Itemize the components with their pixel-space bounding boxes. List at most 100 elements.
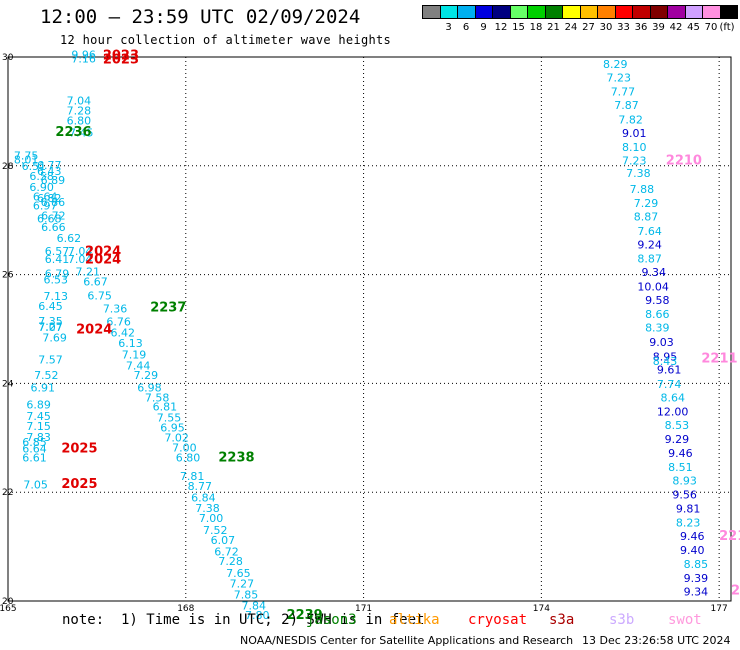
wave-height-label: 6.75 xyxy=(87,290,112,303)
wave-height-label: 6.77 xyxy=(37,159,62,172)
wave-height-label: 7.57 xyxy=(38,353,63,366)
legend-swatch xyxy=(457,5,476,19)
legend-swatch xyxy=(562,5,581,19)
y-tick-label: 24 xyxy=(2,379,14,389)
wave-height-label: 6.64 xyxy=(33,191,58,204)
wave-height-label: 7.28 xyxy=(67,105,92,118)
legend-label: 33 xyxy=(617,22,630,33)
mission-label-cryosat: cryosat xyxy=(468,612,528,628)
legend-swatch xyxy=(509,5,528,19)
y-tick-label: 20 xyxy=(2,597,14,607)
wave-height-label: 7.07 xyxy=(38,321,63,334)
wave-height-label: 9.34 xyxy=(642,266,667,279)
wave-height-label: 6.91 xyxy=(31,382,56,395)
wave-height-label: 8.85 xyxy=(684,558,709,571)
wave-height-label: 7.21 xyxy=(76,266,101,279)
wave-height-label: 8.66 xyxy=(645,308,670,321)
wave-height-label: 6.61 xyxy=(22,452,47,465)
chart-title: 12:00 – 23:59 UTC 02/09/2024 xyxy=(40,6,361,28)
legend-swatch xyxy=(667,5,686,19)
wave-height-label: 7.38 xyxy=(195,502,220,515)
wave-height-label: 9.39 xyxy=(684,572,709,585)
wave-height-label: 6.41 xyxy=(45,253,70,266)
legend-swatch xyxy=(422,5,441,19)
wave-height-label: 8.43 xyxy=(653,355,678,368)
wave-height-label: 6.79 xyxy=(45,267,70,280)
pass-number-label: 2023 xyxy=(103,53,139,68)
wave-height-label: 7.84 xyxy=(241,600,266,613)
legend-label: 21 xyxy=(547,22,560,33)
wave-height-label: 6.62 xyxy=(57,232,81,245)
axis-ticks: 165 168 171 174 177 20 22 24 26 28 30 xyxy=(0,53,728,614)
wave-height-label: 8.77 xyxy=(188,480,213,493)
wave-height-label: 9.03 xyxy=(649,336,674,349)
wave-height-label: 6.89 xyxy=(41,174,66,187)
wave-height-label: 8.39 xyxy=(645,322,670,335)
wave-height-label: 8.23 xyxy=(676,516,701,529)
legend-label: 18 xyxy=(529,22,543,33)
wave-height-label: 7.16 xyxy=(71,52,96,65)
wave-height-label: 6.80 xyxy=(67,114,92,127)
legend-label: 9 xyxy=(480,22,487,33)
pass-number-label: 2023 xyxy=(103,49,139,64)
wave-height-label: 7.85 xyxy=(234,588,259,601)
wave-height-label: 6.85 xyxy=(22,436,47,449)
wave-height-label: 8.64 xyxy=(660,391,685,404)
wave-height-label: 7.80 xyxy=(245,609,270,622)
wave-height-label: 8.10 xyxy=(622,141,647,154)
pass-number-label: 2238 xyxy=(218,451,254,466)
wave-height-label: 7.77 xyxy=(611,86,636,99)
plot-border xyxy=(7,56,732,602)
wave-height-label: 9.46 xyxy=(680,530,705,543)
wave-height-label: 9.24 xyxy=(637,238,662,251)
y-tick-label: 26 xyxy=(2,271,14,281)
wave-height-label: 6.80 xyxy=(176,452,201,465)
pass-number-label: 2025 xyxy=(61,477,97,492)
wave-height-label: 6.66 xyxy=(41,221,66,234)
wave-height-label: 7.45 xyxy=(69,126,94,139)
wave-height-label: 7.52 xyxy=(34,369,59,382)
wave-height-label: 9.81 xyxy=(676,502,701,515)
wave-height-label: 7.19 xyxy=(122,348,146,361)
wave-height-label: 8.87 xyxy=(637,253,662,266)
wave-height-label: 9.96 xyxy=(71,49,96,62)
wave-height-label: 6.51 xyxy=(22,160,46,173)
wave-height-label: 8.51 xyxy=(668,461,693,474)
legend-label: 3 xyxy=(445,22,452,33)
legend-label: 30 xyxy=(599,22,613,33)
wave-height-label: 9.61 xyxy=(657,364,682,377)
wave-height-label: 6.89 xyxy=(26,398,51,411)
footer-note: note: 1) Time is in UTC; 2) SWH is in fe… xyxy=(62,612,425,628)
wave-height-label: 6.72 xyxy=(41,210,66,223)
wave-height-label: 7.69 xyxy=(42,332,67,345)
legend-label: 36 xyxy=(634,22,648,33)
wave-height-label: 7.23 xyxy=(622,155,647,168)
mission-label-altika: altika xyxy=(389,612,440,628)
wave-height-label: 7.04 xyxy=(68,253,93,266)
wave-height-label: 6.58 xyxy=(29,170,54,183)
wave-height-label: 7.58 xyxy=(145,391,170,404)
mission-label-jason3: jason3 xyxy=(306,612,357,628)
data-marks: 9.967.167.047.286.807.457.758.016.776.51… xyxy=(14,49,740,623)
wave-height-label: 7.87 xyxy=(614,99,639,112)
y-tick-label: 30 xyxy=(2,53,14,63)
wave-height-label: 6.57 xyxy=(45,245,70,258)
wave-height-label: 7.00 xyxy=(199,512,224,525)
wave-height-label: 6.97 xyxy=(33,199,58,212)
wave-height-label: 7.04 xyxy=(68,245,93,258)
x-tick-label: 177 xyxy=(711,604,728,614)
wave-height-label: 6.13 xyxy=(118,337,143,350)
legend-label: 24 xyxy=(564,22,578,33)
legend-label: 12 xyxy=(494,22,508,33)
wave-height-label: 9.29 xyxy=(665,433,690,446)
legend-swatch xyxy=(719,5,738,19)
wave-height-label: 7.38 xyxy=(626,167,651,180)
legend-swatch xyxy=(544,5,563,19)
mission-label-s3a: s3a xyxy=(549,612,575,628)
wave-height-label: 6.43 xyxy=(37,165,62,178)
wave-height-label: 9.40 xyxy=(680,544,705,557)
y-tick-label: 22 xyxy=(2,488,13,498)
wave-height-label: 6.98 xyxy=(137,382,162,395)
wave-height-label: 7.35 xyxy=(38,315,63,328)
wave-height-label: 7.64 xyxy=(637,225,662,238)
